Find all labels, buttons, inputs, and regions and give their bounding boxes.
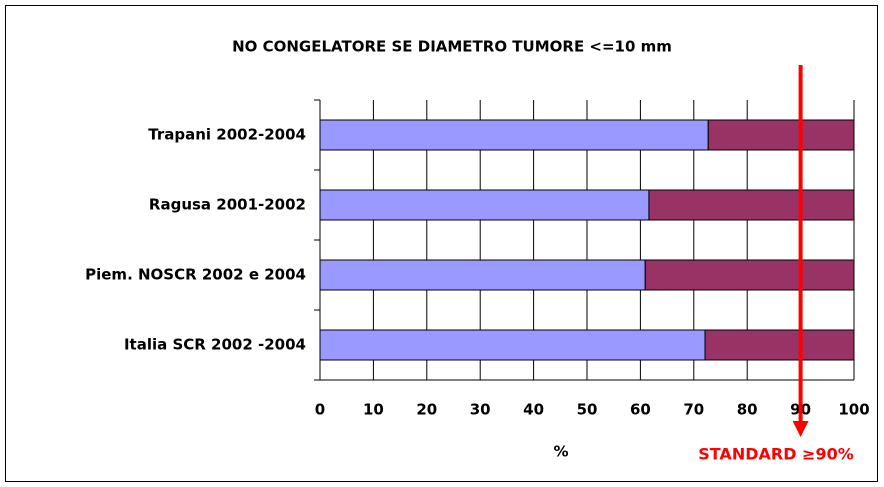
arrow-head — [792, 421, 809, 437]
x-tick-label: 60 — [630, 401, 651, 419]
bar-segment — [707, 119, 855, 151]
x-axis-label: % — [553, 443, 568, 461]
bar-segment — [648, 189, 855, 221]
x-tick-label: 100 — [838, 401, 869, 419]
y-tick-label: Trapani 2002-2004 — [148, 126, 306, 144]
bar-segment — [319, 119, 709, 151]
chart-frame — [5, 5, 878, 482]
chart-title: NO CONGELATORE SE DIAMETRO TUMORE <=10 m… — [232, 38, 672, 56]
y-tick-label: Ragusa 2001-2002 — [149, 196, 306, 214]
x-tick-label: 10 — [363, 401, 384, 419]
x-tick-label: 50 — [577, 401, 598, 419]
y-tick-label: Piem. NOSCR 2002 e 2004 — [85, 266, 306, 284]
x-tick-label: 40 — [523, 401, 544, 419]
bar-segment — [319, 329, 706, 361]
y-tick-label: Italia SCR 2002 -2004 — [124, 336, 306, 354]
annotation: STANDARD ≥90% — [698, 445, 854, 464]
x-tick-label: 0 — [315, 401, 325, 419]
bar-segment — [644, 259, 855, 291]
x-tick-label: 30 — [470, 401, 491, 419]
x-tick-label: 80 — [737, 401, 758, 419]
x-tick-label: 20 — [416, 401, 437, 419]
bar-segment — [704, 329, 855, 361]
bar-segment — [319, 259, 646, 291]
bar-segment — [319, 189, 650, 221]
x-tick-label: 70 — [683, 401, 704, 419]
